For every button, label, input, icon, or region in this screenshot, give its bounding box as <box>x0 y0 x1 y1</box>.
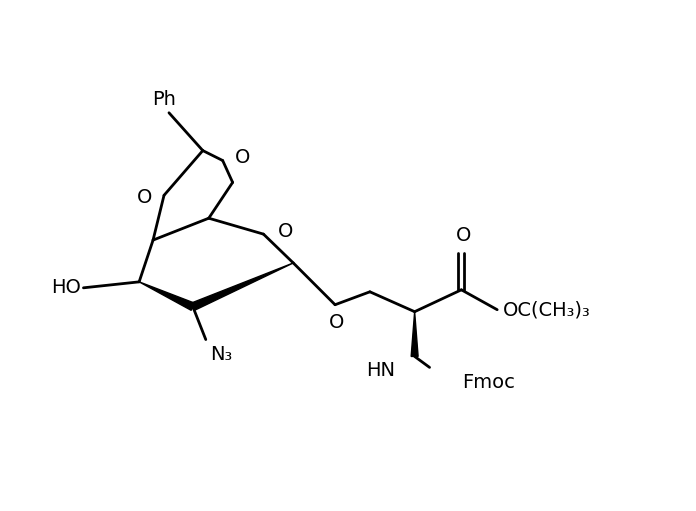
Text: Ph: Ph <box>152 90 176 109</box>
Text: HN: HN <box>365 361 395 380</box>
Text: O: O <box>278 222 293 241</box>
Polygon shape <box>191 263 293 310</box>
Text: N₃: N₃ <box>209 344 232 363</box>
Polygon shape <box>139 282 194 310</box>
Text: HO: HO <box>52 278 81 297</box>
Text: O: O <box>456 226 471 245</box>
Polygon shape <box>411 312 418 357</box>
Text: O: O <box>235 148 250 167</box>
Text: O: O <box>136 188 152 207</box>
Text: OC(CH₃)₃: OC(CH₃)₃ <box>503 300 591 319</box>
Text: O: O <box>329 313 344 332</box>
Text: Fmoc: Fmoc <box>462 373 515 392</box>
